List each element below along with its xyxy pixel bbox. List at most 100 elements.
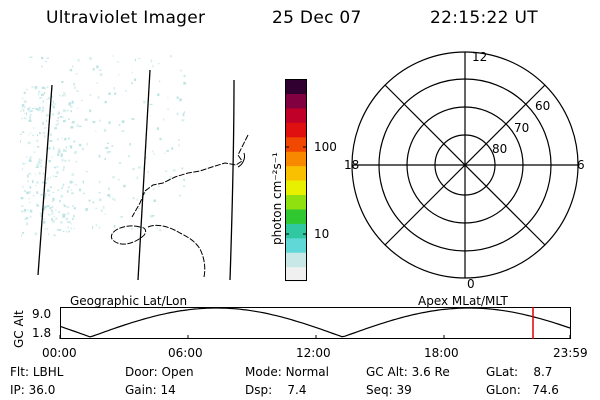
emission-pixel	[36, 139, 39, 142]
emission-pixel	[152, 188, 155, 190]
colorbar-band	[285, 122, 307, 138]
emission-pixel	[48, 160, 51, 163]
emission-pixel	[52, 106, 55, 109]
emission-pixel	[112, 197, 114, 201]
emission-pixel	[44, 228, 46, 231]
emission-pixel	[43, 127, 47, 129]
emission-pixel	[42, 131, 46, 134]
emission-pixel	[157, 63, 160, 65]
emission-pixel	[37, 109, 40, 111]
emission-pixel	[61, 81, 64, 83]
emission-pixel	[63, 166, 65, 169]
emission-pixel	[96, 82, 98, 84]
emission-pixel	[86, 142, 88, 146]
emission-pixel	[132, 197, 135, 200]
lat-label-80: 80	[492, 142, 507, 156]
orbit-altitude-plot	[59, 307, 571, 339]
emission-pixel	[149, 103, 153, 105]
emission-pixel	[85, 208, 88, 211]
timeline-x-tick-1200: 12:00	[296, 346, 331, 360]
emission-pixel	[157, 185, 160, 187]
emission-pixel	[21, 168, 24, 171]
emission-pixel	[99, 73, 103, 77]
emission-pixel	[81, 99, 83, 101]
emission-pixel	[134, 78, 137, 81]
colorbar-band	[285, 252, 307, 268]
emission-pixel	[54, 127, 57, 130]
emission-pixel	[40, 159, 43, 162]
emission-pixel	[41, 86, 45, 89]
emission-pixel	[54, 166, 57, 169]
emission-pixel	[61, 137, 63, 139]
emission-pixel	[98, 198, 102, 202]
emission-pixel	[35, 185, 37, 187]
emission-pixel	[20, 197, 24, 200]
emission-pixel	[163, 118, 165, 121]
emission-pixel	[183, 178, 185, 181]
emission-pixel	[62, 116, 64, 118]
emission-pixel	[32, 108, 35, 109]
emission-pixel	[27, 141, 31, 145]
emission-pixel	[49, 176, 51, 179]
emission-pixel	[37, 160, 41, 163]
emission-pixel	[39, 132, 41, 135]
emission-pixel	[54, 209, 57, 211]
emission-pixel	[130, 82, 133, 84]
emission-pixel	[21, 118, 24, 120]
emission-pixel	[70, 189, 73, 191]
emission-pixel	[153, 153, 155, 156]
emission-pixel	[57, 113, 60, 115]
emission-pixel	[46, 177, 49, 181]
emission-pixel	[53, 215, 56, 217]
emission-pixel	[131, 228, 133, 230]
emission-pixel	[131, 118, 135, 120]
emission-pixel	[28, 159, 32, 162]
emission-pixel	[138, 208, 141, 209]
emission-pixel	[55, 175, 58, 178]
emission-pixel	[47, 205, 50, 208]
emission-pixel	[23, 105, 26, 109]
emission-pixel	[151, 215, 155, 217]
emission-pixel	[118, 178, 120, 181]
emission-pixel	[28, 119, 32, 122]
emission-pixel	[44, 182, 47, 184]
date-label: 25 Dec 07	[272, 8, 362, 28]
emission-pixel	[30, 132, 32, 134]
info-ip: IP: 36.0	[10, 383, 56, 397]
emission-pixel	[82, 180, 84, 184]
emission-pixel	[29, 186, 32, 189]
emission-pixel	[71, 100, 74, 104]
emission-pixel	[57, 153, 60, 156]
emission-pixel	[39, 107, 41, 111]
colorbar-band	[285, 223, 307, 239]
emission-pixel	[136, 199, 138, 201]
emission-pixel	[58, 150, 61, 153]
emission-pixel	[46, 57, 49, 59]
emission-pixel	[41, 56, 44, 60]
emission-pixel	[180, 69, 182, 72]
timeline-y-axis-label: GC Alt	[12, 310, 26, 348]
emission-pixel	[95, 207, 98, 209]
emission-pixel	[67, 221, 70, 223]
emission-pixel	[28, 191, 31, 194]
instrument-title: Ultraviolet Imager	[46, 8, 206, 28]
emission-pixel	[79, 188, 81, 192]
emission-pixel	[62, 168, 65, 172]
emission-pixel	[46, 86, 49, 88]
emission-pixel	[178, 143, 180, 147]
colorbar-tick-100: 100	[314, 140, 337, 154]
coastline	[237, 152, 245, 168]
emission-pixel	[51, 218, 53, 221]
emission-pixel	[105, 146, 109, 149]
emission-pixel	[167, 96, 169, 99]
emission-pixel	[35, 166, 39, 168]
emission-pixel	[70, 110, 72, 113]
emission-pixel	[28, 134, 30, 136]
emission-pixel	[104, 157, 107, 161]
emission-pixel	[92, 201, 95, 204]
emission-pixel	[67, 213, 70, 215]
emission-pixel	[47, 147, 51, 150]
emission-pixel	[73, 227, 75, 230]
emission-pixel	[64, 159, 67, 162]
emission-pixel	[134, 58, 136, 61]
